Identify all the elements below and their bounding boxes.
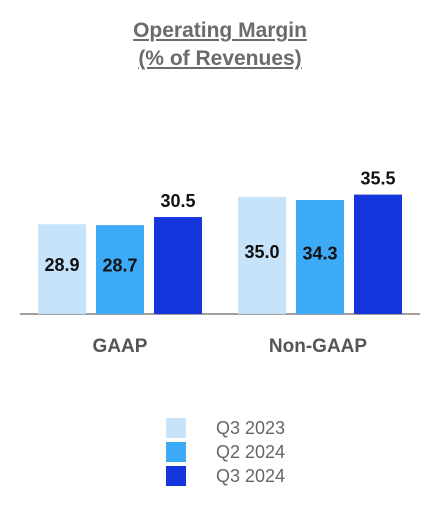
data-label-non-gaap-q2-2024: 34.3 (302, 243, 337, 263)
bar-chart: 28.9 28.7 30.5 GAAP 35.0 34.3 35.5 Non-GAAP (20, 169, 420, 357)
chart-subtitle: (% of Revenues) (138, 47, 302, 70)
data-label-gaap-q3-2023: 28.9 (44, 255, 79, 275)
legend-label-q3-2023: Q3 2023 (216, 417, 286, 438)
category-label-gaap: GAAP (93, 336, 148, 357)
bar-non-gaap-q2-2024 (296, 199, 344, 314)
bar-non-gaap-q3-2023 (238, 196, 286, 314)
bar-gaap-q2-2024 (96, 225, 144, 314)
data-label-gaap-q2-2024: 28.7 (102, 255, 137, 275)
legend-swatch-q3-2024 (166, 466, 186, 486)
legend-swatch-q2-2024 (166, 442, 186, 462)
bar-gaap-q3-2024 (154, 217, 202, 314)
legend-label-q2-2024: Q2 2024 (216, 441, 286, 462)
legend-swatch-q3-2023 (166, 418, 186, 438)
bar-non-gaap-q3-2024 (354, 194, 402, 314)
data-label-non-gaap-q3-2024: 35.5 (360, 169, 395, 189)
legend: Q3 2023 Q2 2024 Q3 2024 (166, 416, 285, 488)
chart-title: Operating Margin (133, 19, 307, 42)
category-label-non-gaap: Non-GAAP (269, 336, 367, 357)
data-label-non-gaap-q3-2023: 35.0 (244, 242, 279, 262)
bar-gaap-q3-2023 (38, 224, 86, 314)
data-label-gaap-q3-2024: 30.5 (160, 191, 195, 211)
legend-label-q3-2024: Q3 2024 (216, 465, 286, 486)
legend-item-q2-2024: Q2 2024 (166, 440, 285, 464)
legend-item-q3-2024: Q3 2024 (166, 464, 285, 488)
legend-item-q3-2023: Q3 2023 (166, 416, 285, 440)
